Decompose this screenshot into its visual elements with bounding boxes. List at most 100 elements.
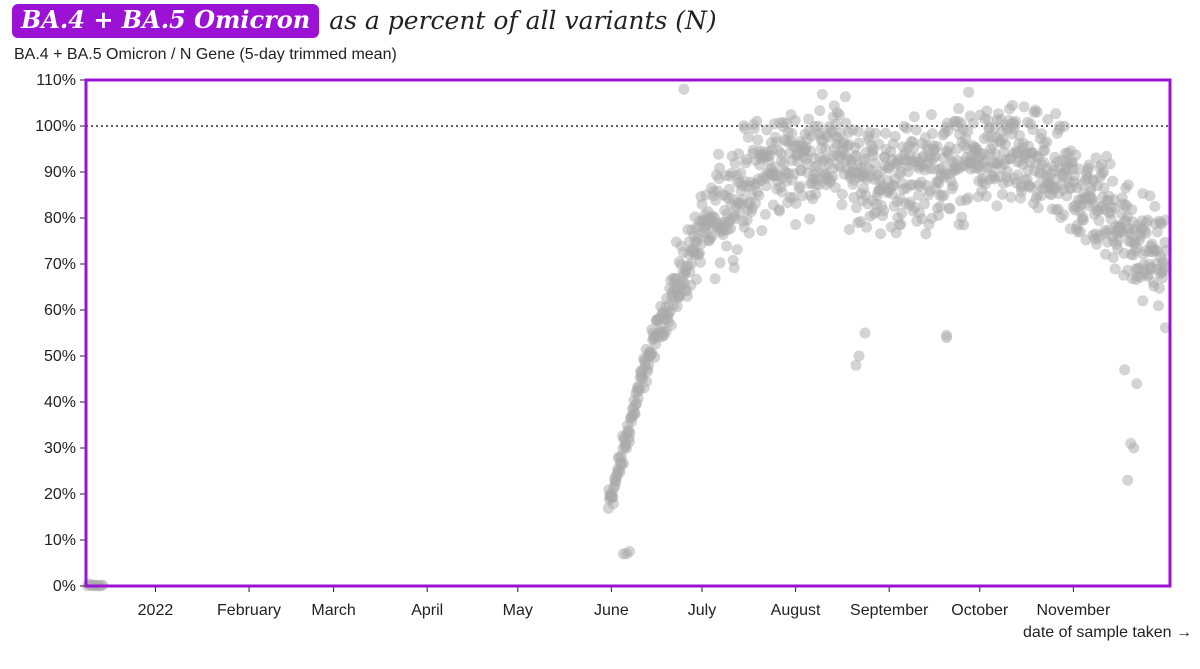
- data-point: [947, 180, 959, 192]
- data-point: [1083, 159, 1095, 171]
- data-point: [607, 498, 619, 510]
- data-point: [735, 167, 747, 179]
- data-points: [82, 83, 1172, 592]
- data-point: [890, 227, 902, 239]
- data-point: [920, 228, 932, 240]
- data-point: [859, 327, 871, 339]
- data-point: [1042, 113, 1054, 125]
- data-point: [1140, 227, 1152, 239]
- data-point: [617, 457, 629, 469]
- data-point: [875, 228, 887, 240]
- data-point: [935, 200, 947, 212]
- y-axis: 0% 10% 20% 30% 40% 50% 60% 70% 80% 90% 100% 110%: [35, 72, 86, 595]
- data-point: [694, 256, 706, 268]
- data-point: [756, 225, 768, 237]
- x-tick-label: October: [951, 602, 1009, 619]
- data-point: [912, 189, 924, 201]
- data-point: [925, 109, 937, 121]
- data-point: [710, 194, 722, 206]
- x-tick-label: September: [850, 602, 929, 619]
- x-tick-label: July: [688, 602, 716, 619]
- data-point: [1098, 166, 1110, 178]
- data-point: [706, 230, 718, 242]
- data-point: [850, 202, 862, 214]
- y-tick-label: 100%: [35, 118, 76, 135]
- data-point: [870, 127, 882, 139]
- data-point: [1152, 300, 1164, 312]
- y-axis-title: BA.4 + BA.5 Omicron / N Gene (5-day trim…: [14, 46, 397, 63]
- data-point: [741, 214, 753, 226]
- data-point: [721, 240, 733, 252]
- data-point: [709, 273, 721, 285]
- data-point: [1122, 179, 1134, 191]
- data-point: [728, 262, 740, 274]
- data-point: [1006, 99, 1018, 111]
- x-tick-label: February: [217, 602, 281, 619]
- data-point: [1149, 200, 1161, 212]
- data-point: [933, 209, 945, 221]
- data-point: [649, 351, 661, 363]
- data-point: [1093, 215, 1105, 227]
- data-point: [850, 359, 862, 371]
- data-point: [1005, 191, 1017, 203]
- x-axis-title: date of sample taken →: [1023, 624, 1192, 641]
- data-point: [861, 221, 873, 233]
- data-point: [1151, 226, 1163, 238]
- data-point: [829, 181, 841, 193]
- data-point: [773, 205, 785, 217]
- data-point: [776, 186, 788, 198]
- data-point: [880, 127, 892, 139]
- data-point: [1131, 378, 1143, 390]
- data-point: [641, 375, 653, 387]
- data-point: [690, 273, 702, 285]
- y-tick-label: 30%: [44, 440, 76, 457]
- data-point: [810, 188, 822, 200]
- data-point: [869, 157, 881, 169]
- y-tick-label: 60%: [44, 302, 76, 319]
- y-tick-label: 90%: [44, 164, 76, 181]
- data-point: [1104, 158, 1116, 170]
- data-point: [843, 223, 855, 235]
- data-point: [1107, 175, 1119, 187]
- data-point: [878, 205, 890, 217]
- data-point: [853, 137, 865, 149]
- x-tick-label: March: [311, 602, 355, 619]
- data-point: [1137, 295, 1149, 307]
- data-point: [1041, 136, 1053, 148]
- x-tick-label: April: [411, 602, 443, 619]
- data-point: [696, 198, 708, 210]
- data-point: [760, 180, 772, 192]
- data-point: [967, 117, 979, 129]
- plot-frame: [84, 78, 1172, 588]
- data-point: [820, 143, 832, 155]
- chart-title: BA.4 + BA.5 Omicron as a percent of all …: [12, 3, 717, 39]
- data-point: [1158, 261, 1170, 273]
- data-point: [624, 436, 636, 448]
- x-tick-label: May: [503, 602, 533, 619]
- data-point: [980, 190, 992, 202]
- x-tick-label: 2022: [138, 602, 174, 619]
- y-tick-label: 50%: [44, 348, 76, 365]
- data-point: [908, 111, 920, 123]
- data-point: [1153, 282, 1165, 294]
- data-point: [1039, 145, 1051, 157]
- data-point: [1027, 124, 1039, 136]
- data-point: [693, 247, 705, 259]
- data-point: [839, 91, 851, 103]
- data-point: [753, 189, 765, 201]
- title-text: as a percent of all variants (N): [329, 6, 717, 35]
- data-point: [1107, 252, 1119, 264]
- data-point: [1074, 226, 1086, 238]
- data-point: [671, 301, 683, 313]
- data-point: [1077, 214, 1089, 226]
- data-point: [816, 88, 828, 100]
- data-point: [853, 350, 865, 362]
- data-point: [814, 105, 826, 117]
- data-point: [620, 548, 632, 560]
- data-point: [729, 157, 741, 169]
- data-point: [1073, 163, 1085, 175]
- data-point: [761, 124, 773, 136]
- data-point: [1018, 101, 1030, 113]
- data-point: [725, 222, 737, 234]
- data-point: [1001, 165, 1013, 177]
